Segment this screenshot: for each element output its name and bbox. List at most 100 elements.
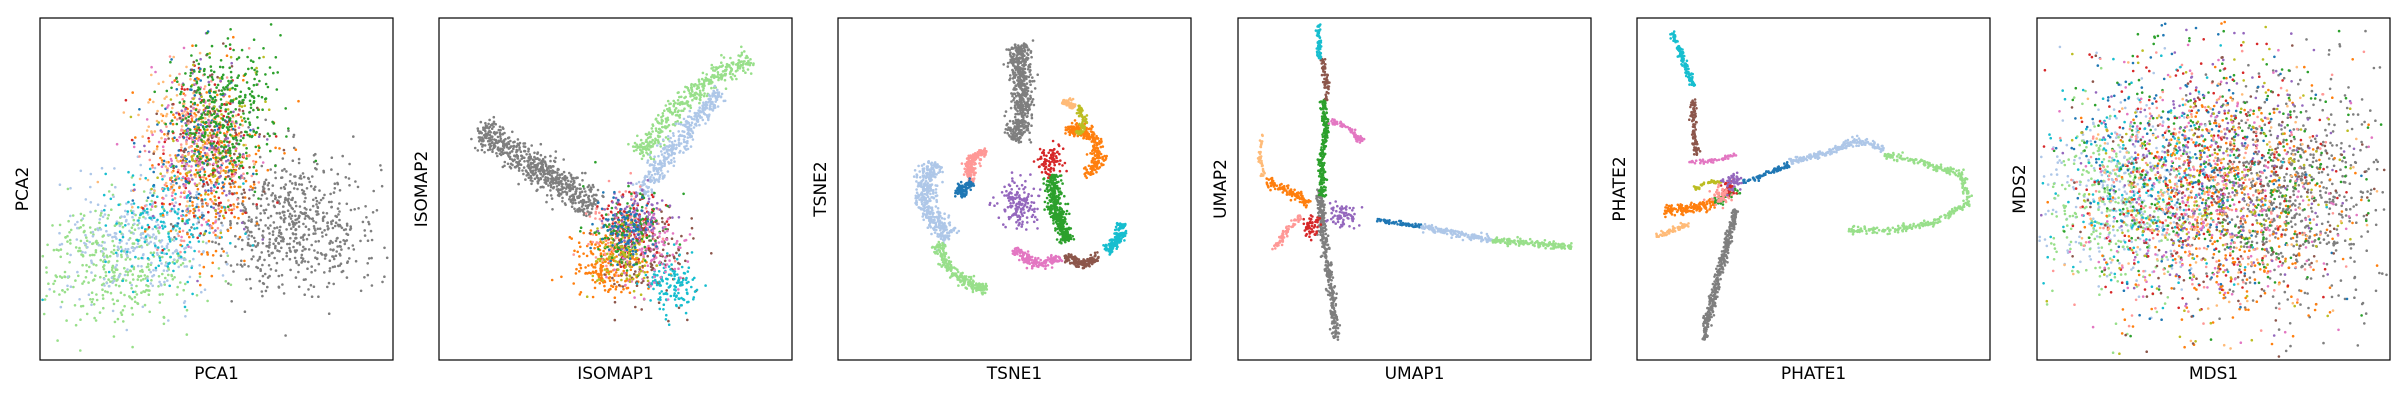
data-point [617, 283, 621, 287]
data-point [570, 205, 574, 208]
data-point [177, 83, 181, 86]
data-point [176, 224, 179, 228]
data-point [195, 59, 198, 62]
data-point [104, 224, 108, 227]
data-point [91, 298, 95, 301]
data-point [228, 95, 231, 98]
data-point [598, 244, 602, 248]
data-point [245, 147, 248, 150]
data-point [242, 78, 245, 82]
data-point [167, 137, 170, 140]
data-point [339, 240, 342, 244]
data-point [204, 192, 207, 196]
data-point [271, 233, 275, 236]
data-point [692, 296, 696, 299]
data-point [69, 285, 73, 289]
data-point [566, 179, 570, 183]
data-point [548, 171, 551, 175]
data-point [86, 245, 89, 249]
data-point [195, 222, 199, 225]
data-point [252, 130, 255, 133]
data-point [189, 71, 193, 75]
data-point [149, 270, 152, 274]
data-point [667, 273, 671, 277]
data-point [219, 93, 222, 96]
data-point [649, 262, 653, 265]
data-point [278, 229, 281, 232]
data-point [181, 262, 185, 265]
data-point [521, 169, 524, 172]
data-point [289, 204, 292, 207]
data-point [737, 59, 741, 62]
data-point [649, 177, 652, 181]
data-point [201, 202, 204, 205]
data-point [203, 288, 207, 292]
data-point [150, 73, 153, 77]
data-point [338, 218, 341, 222]
data-point [145, 129, 149, 132]
data-point [187, 177, 191, 181]
data-point [118, 241, 121, 245]
data-point [698, 101, 701, 105]
data-point [111, 266, 114, 269]
data-point [638, 198, 642, 201]
data-point [167, 248, 171, 252]
data-point [550, 175, 554, 178]
data-point [99, 214, 102, 217]
data-point [179, 263, 183, 267]
data-point [347, 246, 351, 250]
data-point [217, 148, 221, 151]
data-point [169, 98, 173, 101]
data-point [136, 242, 140, 245]
data-point [714, 100, 717, 103]
data-point [689, 93, 693, 97]
data-point [252, 255, 255, 258]
data-point [328, 259, 332, 263]
data-point [152, 251, 156, 254]
data-point [192, 223, 195, 226]
data-point [210, 44, 214, 48]
data-point [729, 56, 732, 60]
data-point [533, 151, 536, 155]
data-point [179, 172, 182, 175]
data-point [265, 142, 269, 146]
data-point [372, 189, 376, 193]
data-point [247, 265, 250, 268]
data-point [112, 244, 116, 248]
data-point [248, 188, 251, 192]
data-point [160, 161, 164, 164]
data-point [599, 263, 603, 267]
data-point [220, 145, 223, 148]
data-point [143, 144, 146, 148]
data-point [292, 225, 295, 228]
data-point [207, 80, 211, 84]
data-point [121, 225, 125, 229]
data-point [219, 231, 223, 235]
data-point [678, 116, 681, 119]
data-point [203, 170, 207, 173]
data-point [219, 254, 223, 257]
data-point [274, 176, 278, 180]
data-point [344, 228, 348, 231]
data-point [179, 92, 182, 96]
data-point [104, 274, 108, 278]
data-point [536, 180, 540, 183]
data-point [133, 246, 137, 250]
data-point [255, 130, 258, 134]
data-point [201, 185, 205, 188]
data-point [550, 172, 554, 175]
data-point [672, 243, 676, 246]
data-point [568, 198, 571, 201]
data-point [201, 198, 204, 202]
data-point [734, 69, 738, 73]
data-point [686, 318, 689, 322]
data-point [268, 134, 271, 138]
data-point [686, 147, 690, 151]
data-point [609, 287, 612, 291]
data-point [182, 301, 186, 305]
data-point [270, 194, 273, 197]
data-point [489, 142, 492, 146]
data-point [248, 99, 252, 103]
data-point [261, 185, 265, 189]
data-point [353, 208, 357, 211]
